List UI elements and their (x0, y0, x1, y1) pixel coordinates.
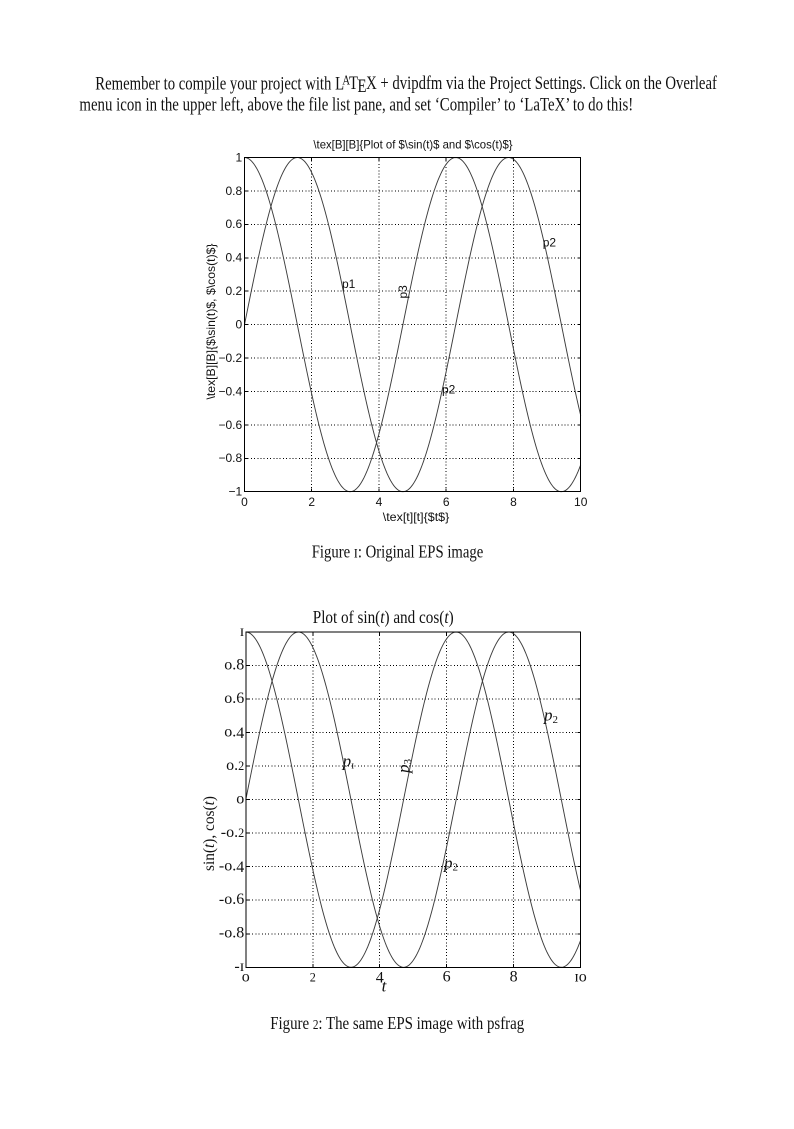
svg-text:p2: p2 (543, 706, 558, 726)
svg-text:6: 6 (443, 968, 451, 985)
svg-text:1: 1 (236, 150, 243, 164)
svg-text:o: o (242, 968, 250, 985)
svg-text:−0.4: −0.4 (218, 384, 242, 398)
svg-text:0: 0 (236, 318, 243, 332)
svg-text:p2: p2 (442, 382, 456, 396)
svg-text:10: 10 (574, 495, 588, 509)
svg-text:4​: 4​ (376, 970, 384, 987)
svg-text:\tex[B][B]{Plot of $\sin(t)$ a: \tex[B][B]{Plot of $\sin(t)$ and $\cos(t… (313, 137, 512, 151)
svg-text:o.4​: o.4​ (224, 723, 244, 741)
svg-text:o.8: o.8 (224, 656, 244, 673)
svg-text:6: 6 (443, 495, 450, 509)
svg-text:0.4: 0.4 (226, 251, 243, 265)
svg-text:-o.4​: -o.4​ (219, 858, 244, 876)
svg-text:2: 2 (310, 970, 316, 984)
svg-text:−0.2: −0.2 (218, 351, 242, 365)
svg-text:o.2: o.2 (226, 757, 244, 774)
svg-text:Figure ɪ: Original EPS image: Figure ɪ: Original EPS image (312, 542, 484, 562)
svg-text:menu icon in the upper left, a: menu icon in the upper left, above the f… (79, 96, 633, 116)
svg-text:0.8: 0.8 (226, 184, 243, 198)
svg-text:-o.8: -o.8 (219, 925, 244, 942)
svg-text:o.6: o.6 (224, 690, 244, 707)
svg-text:pɪ: pɪ (342, 751, 355, 771)
svg-text:Figure 2: The same EPS image w: Figure 2: The same EPS image with psfrag (270, 1013, 524, 1033)
svg-text:2: 2 (308, 495, 315, 509)
svg-text:p2: p2 (543, 236, 557, 250)
svg-text:t: t (382, 977, 388, 996)
svg-text:sin(t), cos(t): sin(t), cos(t) (201, 796, 218, 871)
svg-text:ɪ: ɪ (240, 623, 244, 640)
svg-text:−1: −1 (229, 485, 243, 499)
svg-text:\tex[B][B]{$\sin(t)$, $\cos(t): \tex[B][B]{$\sin(t)$, $\cos(t)$} (204, 244, 218, 400)
svg-text:-o.2: -o.2 (221, 824, 244, 841)
svg-text:8: 8 (510, 495, 517, 509)
svg-text:p2: p2 (443, 853, 458, 873)
svg-text:o: o (236, 791, 244, 808)
svg-text:8: 8 (510, 968, 518, 985)
svg-text:Remember to compile your proje: Remember to compile your project with LA… (95, 73, 717, 98)
svg-text:4: 4 (376, 495, 383, 509)
svg-text:Plot of sin(t) and cos(t): Plot of sin(t) and cos(t) (313, 607, 454, 628)
svg-text:p1: p1 (342, 277, 356, 291)
svg-text:0: 0 (241, 495, 248, 509)
svg-text:0.2: 0.2 (226, 284, 243, 298)
svg-text:p3: p3 (394, 759, 414, 775)
svg-text:\tex[t][t]{$t$}: \tex[t][t]{$t$} (383, 510, 450, 524)
svg-text:-o.6: -o.6 (219, 891, 244, 908)
svg-text:ɪo: ɪo (574, 968, 586, 985)
svg-text:−0.8: −0.8 (218, 451, 242, 465)
svg-text:0.6: 0.6 (226, 217, 243, 231)
svg-text:−0.6: −0.6 (218, 418, 242, 432)
svg-text:-ɪ: -ɪ (234, 958, 244, 975)
svg-text:p3: p3 (396, 285, 410, 299)
